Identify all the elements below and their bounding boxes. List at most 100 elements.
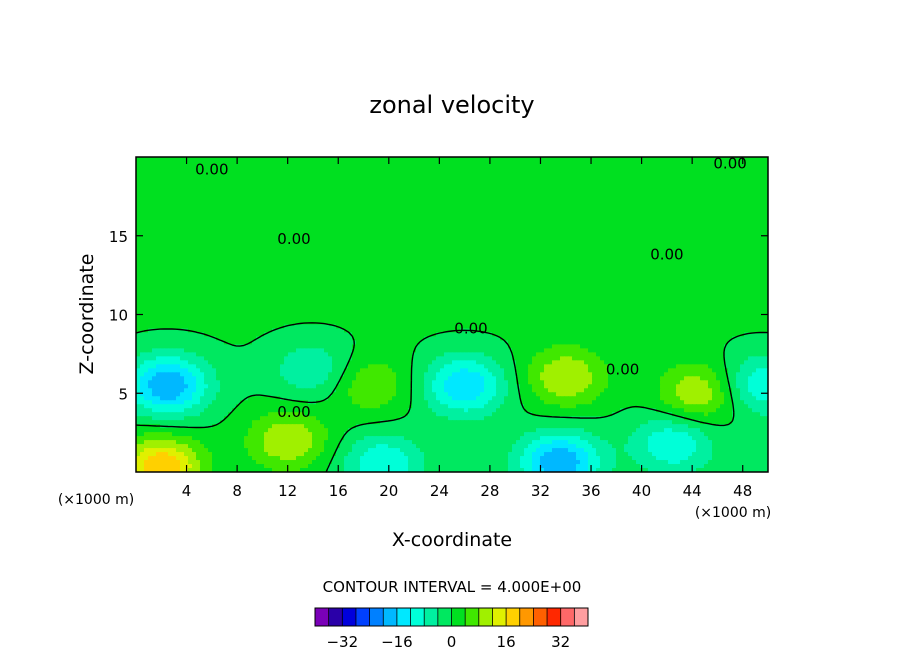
field-cell: [484, 260, 489, 266]
field-cell: [316, 172, 321, 178]
field-cell: [280, 232, 285, 238]
field-cell: [308, 208, 313, 214]
field-cell: [620, 256, 625, 262]
field-cell: [600, 164, 605, 170]
field-cell: [692, 248, 697, 254]
field-cell: [392, 276, 397, 282]
field-cell: [696, 200, 701, 206]
field-cell: [408, 208, 413, 214]
field-cell: [136, 232, 141, 238]
field-cell: [196, 272, 201, 278]
field-cell: [684, 172, 689, 178]
field-cell: [212, 232, 217, 238]
field-cell: [156, 200, 161, 206]
field-cell: [172, 204, 177, 210]
field-cell: [152, 228, 157, 234]
field-cell: [336, 204, 341, 210]
field-cell: [344, 256, 349, 262]
field-cell: [176, 236, 181, 242]
field-cell: [764, 212, 768, 218]
field-cell: [236, 204, 241, 210]
field-cell: [704, 180, 709, 186]
field-cell: [516, 256, 521, 262]
field-cell: [328, 224, 333, 230]
field-cell: [624, 160, 629, 166]
field-cell: [216, 184, 221, 190]
field-cell: [528, 276, 533, 282]
field-cell: [180, 184, 185, 190]
field-cell: [452, 192, 457, 198]
field-cell: [360, 192, 365, 198]
field-cell: [620, 157, 625, 162]
field-cell: [204, 256, 209, 262]
field-cell: [140, 264, 145, 270]
field-cell: [508, 244, 513, 250]
field-cell: [572, 176, 577, 182]
field-cell: [440, 216, 445, 222]
field-cell: [224, 180, 229, 186]
field-cell: [416, 260, 421, 266]
field-cell: [688, 188, 693, 194]
field-cell: [656, 208, 661, 214]
field-cell: [300, 232, 305, 238]
field-cell: [280, 280, 285, 286]
field-cell: [424, 208, 429, 214]
field-cell: [604, 157, 609, 162]
field-cell: [548, 212, 553, 218]
field-cell: [732, 168, 737, 174]
field-cell: [452, 260, 457, 266]
field-cell: [464, 276, 469, 282]
field-cell: [712, 200, 717, 206]
field-cell: [248, 212, 253, 218]
field-cell: [456, 160, 461, 166]
field-cell: [480, 272, 485, 278]
field-cell: [544, 157, 549, 162]
field-cell: [464, 188, 469, 194]
field-cell: [136, 192, 141, 198]
field-cell: [484, 176, 489, 182]
field-cell: [596, 256, 601, 262]
field-cell: [228, 256, 233, 262]
field-cell: [140, 180, 145, 186]
field-cell: [508, 160, 513, 166]
field-cell: [524, 180, 529, 186]
field-cell: [524, 276, 529, 282]
field-cell: [436, 208, 441, 214]
field-cell: [432, 256, 437, 262]
field-cell: [456, 172, 461, 178]
field-cell: [544, 256, 549, 262]
field-cell: [368, 157, 373, 162]
field-cell: [340, 192, 345, 198]
field-cell: [376, 264, 381, 270]
field-cell: [324, 204, 329, 210]
field-cell: [444, 280, 449, 286]
field-cell: [544, 264, 549, 270]
field-cell: [248, 228, 253, 234]
field-cell: [416, 236, 421, 242]
field-cell: [544, 192, 549, 198]
field-cell: [392, 157, 397, 162]
field-cell: [376, 184, 381, 190]
field-cell: [720, 176, 725, 182]
field-cell: [692, 157, 697, 162]
field-cell: [308, 232, 313, 238]
field-cell: [732, 224, 737, 230]
field-cell: [692, 172, 697, 178]
field-cell: [368, 220, 373, 226]
field-cell: [728, 176, 733, 182]
field-cell: [764, 188, 768, 194]
field-cell: [656, 260, 661, 266]
field-cell: [288, 264, 293, 270]
field-cell: [260, 204, 265, 210]
field-cell: [460, 172, 465, 178]
field-cell: [216, 240, 221, 246]
field-cell: [212, 172, 217, 178]
field-cell: [148, 228, 153, 234]
field-cell: [712, 260, 717, 266]
field-cell: [184, 256, 189, 262]
field-cell: [160, 180, 165, 186]
field-cell: [544, 248, 549, 254]
field-cell: [180, 188, 185, 194]
field-cell: [320, 188, 325, 194]
field-cell: [552, 232, 557, 238]
